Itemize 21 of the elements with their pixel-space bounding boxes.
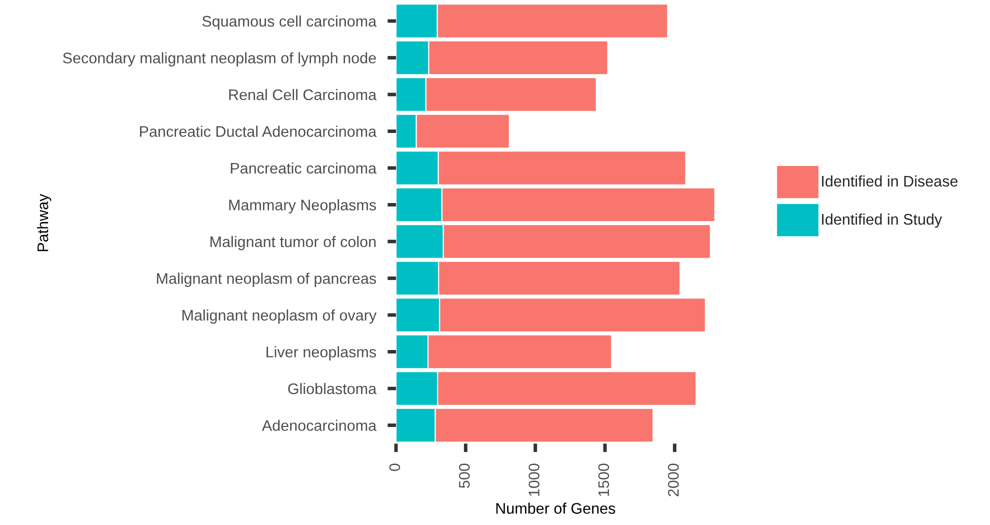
y-tick-label: Malignant tumor of colon <box>210 236 376 250</box>
y-tick-label: Malignant neoplasm of ovary <box>182 309 377 324</box>
legend-label: Identified in Study <box>822 214 942 228</box>
y-tick-label: Squamous cell carcinoma <box>202 15 377 30</box>
y-tick-label: Secondary malignant neoplasm of lymph node <box>63 52 376 66</box>
y-tick-label: Malignant neoplasm of pancreas <box>157 272 376 287</box>
x-axis-title: Number of Genes <box>496 502 616 514</box>
x-tick-label: 500 <box>458 464 470 488</box>
x-tick-label: 1000 <box>528 464 540 496</box>
y-tick-label: Pancreatic carcinoma <box>230 162 377 174</box>
x-tick-label: 0 <box>389 464 400 471</box>
x-tick-label: 2000 <box>668 464 679 496</box>
legend-label: Identified in Disease <box>822 175 958 187</box>
y-tick-label: Mammary Neoplasms <box>229 199 376 214</box>
y-tick-label: Liver neoplasms <box>266 346 376 360</box>
y-tick-label: Pancreatic Ductal Adenocarcinoma <box>140 126 377 137</box>
y-axis-title: Pathway <box>36 194 52 252</box>
y-tick-label: Adenocarcinoma <box>262 420 377 431</box>
y-tick-label: Glioblastoma <box>288 382 377 394</box>
x-tick-label: 1500 <box>598 464 610 496</box>
y-tick-label: Renal Cell Carcinoma <box>229 88 377 100</box>
